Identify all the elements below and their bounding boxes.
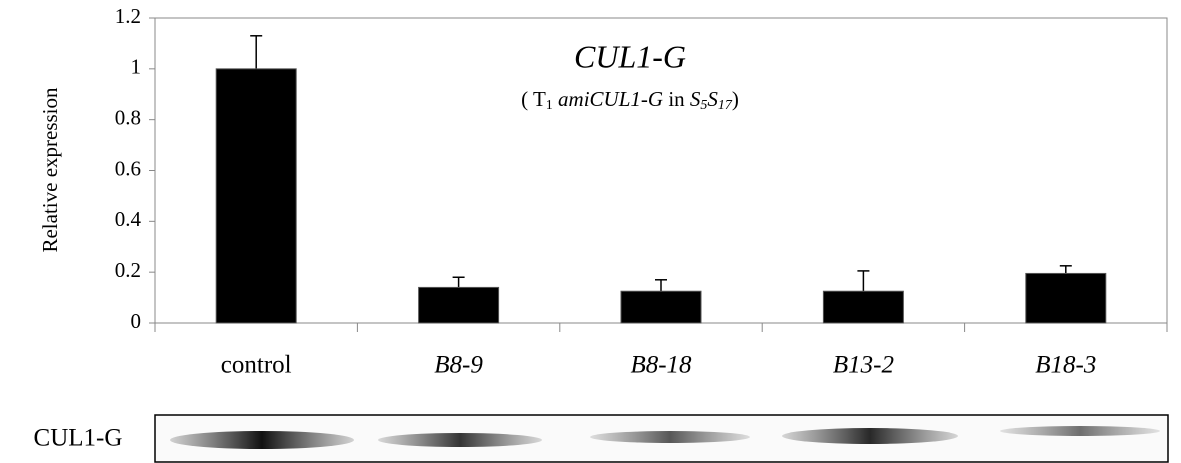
y-tick-label: 0.2 bbox=[115, 258, 141, 282]
bar bbox=[621, 291, 701, 323]
chart-subtitle: ( T1 amiCUL1-G in S5S17) bbox=[521, 87, 739, 113]
x-tick-label: B8-9 bbox=[434, 352, 483, 379]
blot-band bbox=[378, 433, 542, 447]
y-tick-label: 1 bbox=[131, 55, 142, 79]
x-tick-label: B8-18 bbox=[630, 352, 692, 379]
blot-label: CUL1-G bbox=[34, 425, 123, 452]
subtitle-part: S bbox=[707, 87, 718, 111]
subtitle-part: 17 bbox=[718, 98, 733, 113]
subtitle-part: S bbox=[690, 87, 701, 111]
bar bbox=[216, 69, 296, 323]
bar bbox=[823, 291, 903, 323]
x-tick-label: B13-2 bbox=[833, 352, 894, 379]
blot bbox=[155, 415, 1168, 462]
y-tick-label: 0.8 bbox=[115, 105, 141, 129]
blot-band bbox=[782, 428, 958, 444]
chart-title: CUL1-G bbox=[574, 38, 686, 74]
y-axis-label: Relative expression bbox=[38, 87, 62, 253]
chart: CUL1-G ( T1 amiCUL1-G in S5S17) Relative… bbox=[0, 0, 1181, 463]
subtitle-part: amiCUL1-G bbox=[553, 87, 663, 111]
subtitle-part: ( T bbox=[521, 87, 546, 111]
subtitle-part: 5 bbox=[700, 98, 707, 113]
subtitle-part: ) bbox=[732, 87, 739, 111]
blot-band bbox=[590, 431, 750, 443]
y-tick-label: 1.2 bbox=[115, 4, 141, 28]
subtitle-part: in bbox=[663, 87, 690, 111]
y-tick-label: 0 bbox=[131, 309, 142, 333]
blot-band bbox=[1000, 426, 1160, 436]
bar bbox=[419, 287, 499, 323]
x-tick-label: control bbox=[221, 352, 292, 379]
bar bbox=[1026, 273, 1106, 323]
subtitle-part: 1 bbox=[546, 98, 553, 113]
y-tick-label: 0.4 bbox=[115, 207, 142, 231]
blot-band bbox=[170, 431, 354, 449]
y-tick-label: 0.6 bbox=[115, 156, 141, 180]
x-tick-label: B18-3 bbox=[1035, 352, 1096, 379]
